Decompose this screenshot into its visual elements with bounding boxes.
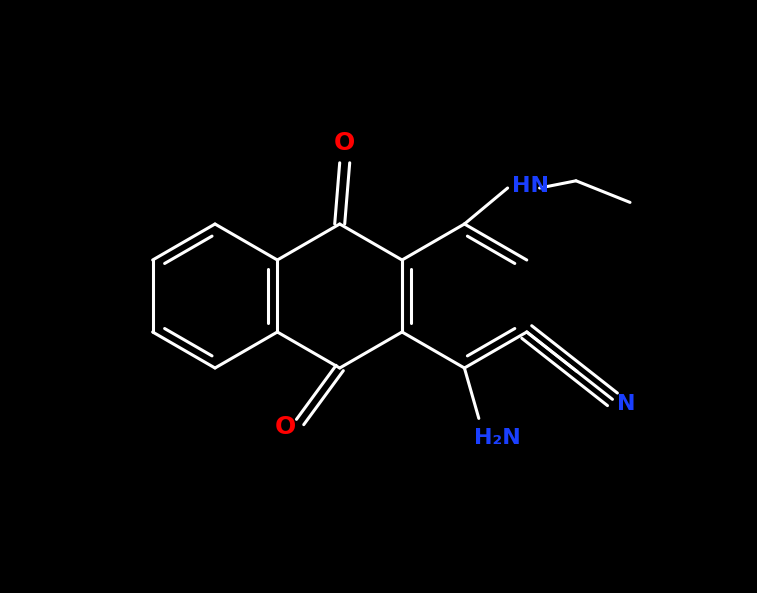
Text: H₂N: H₂N <box>474 428 521 448</box>
Text: O: O <box>334 131 355 155</box>
Text: HN: HN <box>512 176 549 196</box>
Text: O: O <box>275 415 296 439</box>
Text: N: N <box>618 394 636 415</box>
